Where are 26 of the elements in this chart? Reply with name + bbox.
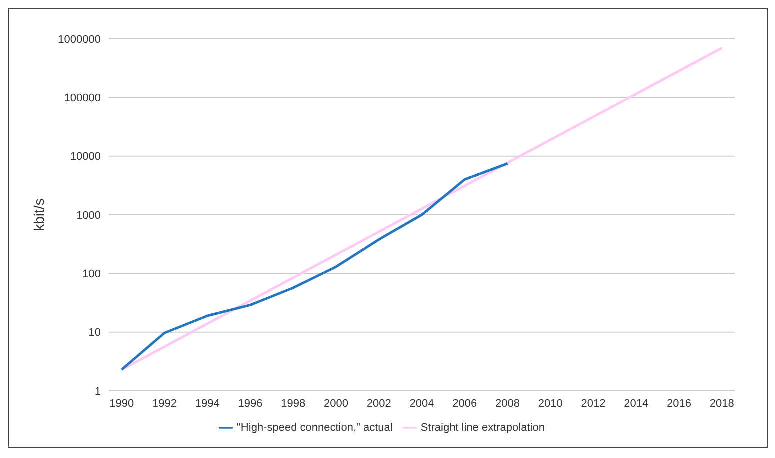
- x-tick-label: 2004: [410, 398, 434, 410]
- x-tick-label: 1998: [281, 398, 306, 410]
- x-tick-label: 1996: [238, 398, 263, 410]
- y-tick-label: 10: [88, 327, 101, 340]
- line-series: [120, 162, 510, 372]
- x-tick-label: 2000: [324, 398, 348, 410]
- x-tick-label: 2008: [496, 398, 520, 410]
- y-axis-title: kbit/s: [30, 198, 47, 232]
- x-tick-label: 1992: [152, 398, 177, 410]
- x-tick-label: 2018: [710, 398, 734, 410]
- y-tick-label: 1000: [76, 210, 101, 222]
- x-tick-label: 2014: [624, 398, 649, 410]
- y-tick-label: 1: [94, 386, 101, 398]
- x-tick-label: 2010: [538, 398, 563, 410]
- x-tick-label: 2006: [452, 398, 478, 410]
- x-tick-label: 1994: [195, 398, 220, 410]
- x-tick-label: 1990: [110, 398, 134, 410]
- legend-label: Straight line extrapolation: [420, 422, 545, 434]
- legend-label: "High-speed connection," actual: [237, 422, 393, 434]
- y-tick-label: 10000: [70, 151, 101, 164]
- y-tick-label: 100: [82, 268, 101, 281]
- x-tick-label: 2002: [366, 398, 392, 410]
- x-tick-label: 2016: [667, 398, 692, 410]
- x-tick-label: 2012: [581, 398, 606, 410]
- y-tick-label: 100000: [64, 92, 101, 105]
- y-tick-label: 1000000: [58, 34, 101, 46]
